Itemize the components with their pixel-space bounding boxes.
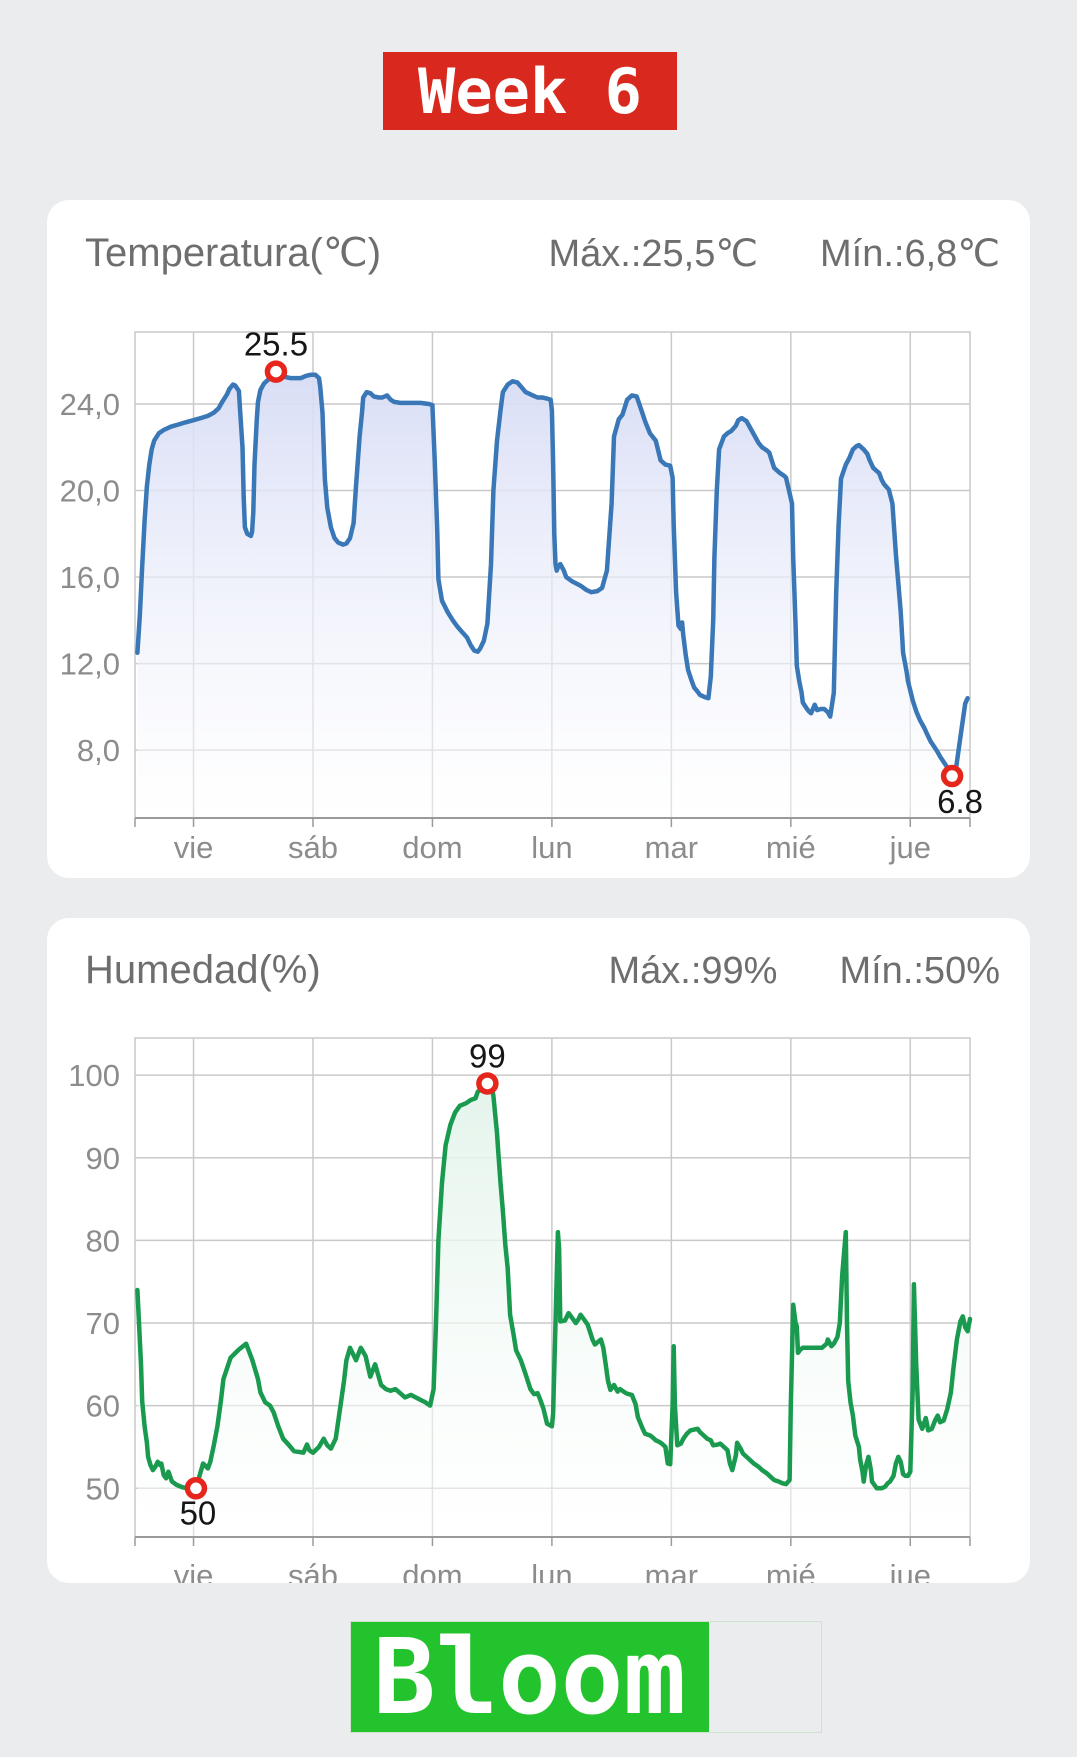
humidity-title: Humedad(%) <box>85 948 321 992</box>
temperature-min-label: Mín.:6,8℃ <box>820 233 1000 275</box>
humidity-line <box>135 1081 973 1491</box>
y-tick-label: 90 <box>86 1141 120 1176</box>
x-tick-label: mié <box>766 830 816 865</box>
x-tick-label: sáb <box>288 1558 338 1583</box>
temperature-area <box>137 372 968 818</box>
x-tick-label: jue <box>889 830 931 865</box>
x-tick-label: lun <box>531 1558 572 1583</box>
temperature-max-label: Máx.:25,5℃ <box>548 233 759 275</box>
x-tick-label: mié <box>766 1558 816 1583</box>
y-tick-label: 8,0 <box>77 733 120 768</box>
temperature-card: Temperatura(℃) Máx.:25,5℃ Mín.:6,8℃ 24,0… <box>47 200 1030 878</box>
extreme-value-label: 25.5 <box>244 326 308 363</box>
humidity-area <box>137 1083 970 1537</box>
y-tick-label: 70 <box>86 1306 120 1341</box>
x-tick-label: mar <box>645 830 698 865</box>
y-tick-label: 80 <box>86 1223 120 1258</box>
humidity-max-label: Máx.:99% <box>608 950 778 992</box>
x-tick-label: sáb <box>288 830 338 865</box>
temperature-title: Temperatura(℃) <box>85 231 382 275</box>
x-tick-label: jue <box>889 1558 931 1583</box>
humidity-min-label: Mín.:50% <box>839 950 1000 992</box>
week-banner: Week 6 <box>383 52 677 130</box>
x-tick-label: lun <box>531 830 572 865</box>
week-banner-label: Week 6 <box>418 54 642 128</box>
y-tick-label: 24,0 <box>60 387 120 422</box>
y-tick-label: 16,0 <box>60 560 120 595</box>
extreme-value-label: 50 <box>180 1494 217 1531</box>
humidity-chart: 100 90 80 70 60 50 vie sáb dom lun mar mié jue 99 50 <box>68 1037 973 1583</box>
x-tick-label: mar <box>645 1558 698 1583</box>
y-tick-label: 60 <box>86 1389 120 1424</box>
humidity-card: Humedad(%) Máx.:99% Mín.:50% 100 90 80 70 60… <box>47 918 1030 1583</box>
y-tick-label: 20,0 <box>60 474 120 509</box>
y-tick-label: 12,0 <box>60 647 120 682</box>
bloom-badge: Bloom <box>350 1616 709 1738</box>
temperature-chart: 24,0 20,0 16,0 12,0 8,0 vie sáb dom lun mar mié jue… <box>60 326 983 865</box>
x-tick-label: dom <box>402 1558 462 1583</box>
x-tick-label: vie <box>174 1558 214 1583</box>
extreme-marker <box>476 1072 499 1095</box>
extreme-value-label: 99 <box>469 1037 506 1074</box>
x-tick-label: vie <box>174 830 214 865</box>
extreme-marker <box>184 1477 208 1500</box>
extreme-marker <box>264 360 288 383</box>
bloom-badge-label: Bloom <box>372 1616 687 1738</box>
humidity-card-header: Humedad(%) Máx.:99% Mín.:50% <box>47 918 1030 993</box>
extreme-value-label: 6.8 <box>937 783 983 820</box>
temperature-card-header: Temperatura(℃) Máx.:25,5℃ Mín.:6,8℃ <box>47 200 1030 276</box>
y-tick-label: 50 <box>86 1471 120 1506</box>
y-tick-label: 100 <box>68 1058 120 1093</box>
x-tick-label: dom <box>402 830 462 865</box>
extreme-marker <box>940 764 964 788</box>
bloom-stage-indicator: Bloom <box>350 1616 822 1738</box>
